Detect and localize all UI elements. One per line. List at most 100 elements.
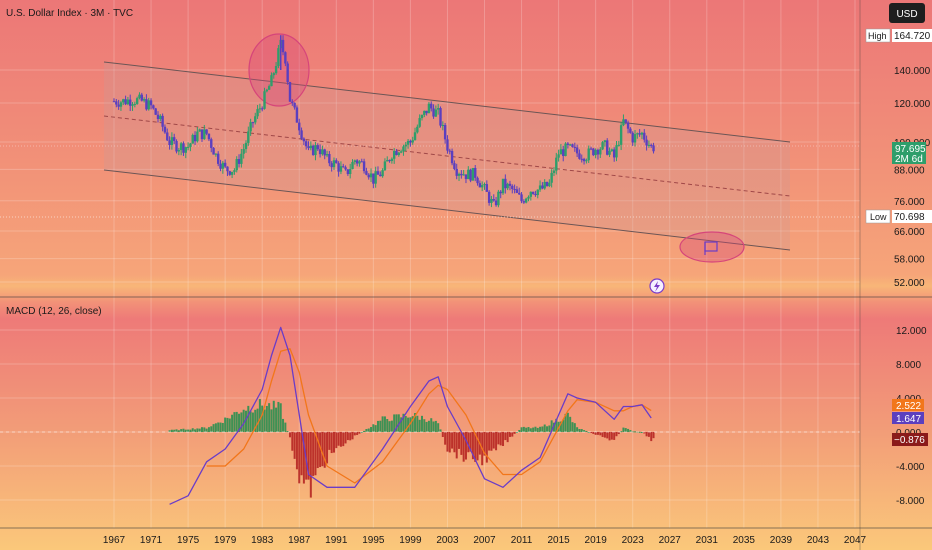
candle <box>610 148 614 152</box>
macd-value: 1.647 <box>896 414 921 425</box>
candle <box>223 159 227 169</box>
histogram-bar <box>221 422 224 432</box>
candle <box>193 131 197 146</box>
candle-body <box>184 147 187 153</box>
channel-lower-line <box>103 169 791 251</box>
candle <box>446 135 449 154</box>
candle <box>390 157 394 164</box>
last-price-value: 97.695 <box>895 144 926 155</box>
candle <box>149 98 153 110</box>
histogram-bar <box>548 425 551 432</box>
candle <box>443 122 447 144</box>
candle-body <box>471 167 475 181</box>
candle-body <box>434 109 438 117</box>
candle <box>529 191 533 201</box>
candle <box>237 154 241 168</box>
histogram-bar <box>539 426 542 432</box>
candle-body <box>511 185 514 190</box>
candle-body <box>406 140 410 145</box>
histogram-bar <box>263 409 266 432</box>
candle <box>606 138 609 156</box>
histogram-bar <box>244 410 247 432</box>
candle-body <box>261 108 264 110</box>
candle-body <box>355 160 359 164</box>
macd-value-badge <box>892 412 924 424</box>
candle <box>638 129 641 137</box>
candle-body <box>168 140 171 145</box>
candle-body <box>140 94 143 101</box>
candle <box>434 105 438 118</box>
candle-body <box>119 102 123 107</box>
candle <box>582 157 586 165</box>
histogram-bar <box>529 428 532 432</box>
candle <box>619 121 623 151</box>
candle-body <box>339 166 343 172</box>
candle-body <box>346 169 350 175</box>
histogram-bar <box>335 432 338 449</box>
histogram-bar <box>351 432 354 440</box>
histogram-bar <box>300 432 303 476</box>
histogram-bar <box>326 432 329 464</box>
candle-body <box>603 140 607 143</box>
candle-body <box>631 132 634 143</box>
candle-body <box>304 141 308 147</box>
candle <box>534 190 537 197</box>
histogram-bar <box>282 418 285 432</box>
candle <box>249 118 252 136</box>
candle-body <box>175 141 178 152</box>
candle-body <box>179 143 183 151</box>
candle <box>383 158 387 171</box>
candle-body <box>332 160 336 168</box>
candle <box>501 178 505 195</box>
histogram-bar <box>596 432 599 435</box>
histogram-bar <box>624 428 627 432</box>
candle <box>478 180 482 188</box>
candle <box>485 180 489 192</box>
currency-button[interactable]: USD <box>889 3 925 23</box>
candle <box>166 128 169 142</box>
candle-body <box>443 125 447 140</box>
candle-body <box>323 149 326 156</box>
histogram-bar <box>258 399 261 432</box>
candle-body <box>450 150 454 164</box>
candle-body <box>467 169 470 180</box>
histogram-bar <box>483 432 486 456</box>
histogram-bar <box>446 432 449 452</box>
histogram-bar <box>585 430 588 432</box>
lightning-glyph <box>654 281 660 292</box>
lightning-icon <box>649 278 665 294</box>
candle-body <box>425 110 428 114</box>
histogram-bar <box>504 432 507 441</box>
candle-body <box>325 154 329 156</box>
candle <box>406 139 410 149</box>
candle <box>518 187 521 195</box>
candle-body <box>506 183 509 189</box>
low-value-bg <box>892 210 932 223</box>
histogram-bar <box>175 429 178 432</box>
candle-body <box>430 103 433 109</box>
histogram-bar <box>339 432 342 447</box>
candle <box>140 92 143 102</box>
histogram-bar <box>207 427 210 432</box>
candle <box>198 128 201 132</box>
candle-body <box>142 99 146 101</box>
candle-body <box>497 191 500 206</box>
candle <box>420 114 424 121</box>
histogram-bar <box>198 428 201 432</box>
candle <box>566 142 570 149</box>
histogram-bar <box>298 432 301 484</box>
histogram-bar <box>464 432 467 460</box>
candle-body <box>263 91 266 109</box>
histogram-bar <box>474 432 477 462</box>
candle-body <box>541 185 544 189</box>
histogram-bar <box>182 428 185 432</box>
histogram-bar <box>423 419 426 432</box>
histogram-bar <box>228 418 231 432</box>
candle <box>270 72 273 87</box>
histogram-bar <box>388 421 391 432</box>
candle-body <box>582 158 586 162</box>
candle-body <box>156 114 160 119</box>
candle-body <box>335 160 338 164</box>
candle <box>480 181 484 192</box>
candle <box>460 170 463 179</box>
